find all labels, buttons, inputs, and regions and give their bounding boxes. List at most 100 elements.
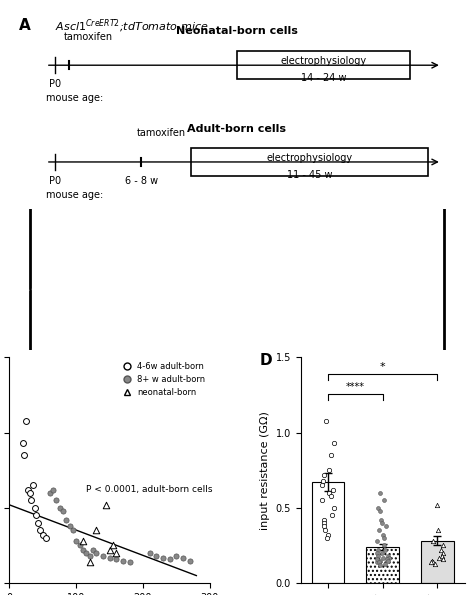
Point	[29, 481, 36, 490]
Point	[59, 506, 67, 516]
Point	[438, 551, 446, 560]
Text: Adult-born cells: Adult-born cells	[188, 124, 286, 134]
Point	[327, 491, 335, 500]
Text: tamoxifen: tamoxifen	[64, 32, 113, 42]
Point	[179, 553, 187, 562]
Text: $Ascl1^{CreERT2}$;$tdTomato$ mice: $Ascl1^{CreERT2}$;$tdTomato$ mice	[55, 18, 209, 35]
Text: gcl: gcl	[32, 221, 46, 231]
Text: tamoxifen: tamoxifen	[137, 129, 186, 138]
Bar	[311, 483, 345, 583]
Legend: 4-6w adult-born, 8+ w adult-born, neonatal-born: 4-6w adult-born, 8+ w adult-born, neonat…	[118, 362, 206, 397]
Text: gcl: gcl	[369, 263, 383, 273]
Point	[435, 553, 442, 562]
Point	[319, 481, 326, 490]
Text: mouse age:: mouse age:	[46, 190, 103, 199]
Point	[53, 496, 60, 505]
Point	[376, 558, 383, 567]
Text: gcl: gcl	[182, 221, 197, 231]
Point	[89, 545, 97, 555]
Point	[428, 556, 436, 565]
Point	[376, 488, 383, 497]
Text: P0: P0	[49, 79, 61, 89]
Point	[330, 503, 338, 513]
Point	[439, 555, 447, 564]
Point	[434, 526, 442, 536]
Point	[379, 553, 386, 562]
Point	[34, 518, 41, 528]
Point	[385, 551, 392, 560]
Point	[146, 548, 154, 558]
Point	[429, 558, 437, 567]
Text: mouse age:: mouse age:	[46, 93, 103, 103]
Point	[437, 545, 445, 555]
Point	[86, 558, 93, 567]
Point	[380, 533, 388, 543]
Point	[22, 416, 30, 425]
Point	[374, 503, 382, 513]
Point	[318, 496, 326, 505]
Text: B: B	[14, 214, 26, 228]
Point	[375, 526, 383, 536]
Point	[27, 496, 35, 505]
Point	[109, 541, 117, 550]
Text: 11 - 45 w: 11 - 45 w	[287, 170, 333, 180]
Point	[73, 536, 80, 546]
Point	[32, 511, 40, 520]
Text: A: A	[18, 18, 30, 33]
Point	[325, 530, 332, 540]
Point	[323, 416, 330, 425]
Point	[26, 488, 33, 497]
Y-axis label: input resistance (GΩ): input resistance (GΩ)	[260, 411, 270, 530]
Point	[153, 551, 160, 560]
Point	[380, 541, 388, 550]
Point	[92, 526, 100, 536]
Point	[431, 559, 439, 568]
Point	[92, 548, 100, 558]
Point	[434, 500, 441, 510]
Point	[159, 553, 167, 562]
Point	[42, 533, 50, 543]
Point	[373, 536, 381, 546]
Text: 14 - 24 w: 14 - 24 w	[301, 73, 346, 83]
Point	[19, 439, 27, 448]
Point	[383, 555, 391, 564]
Point	[166, 555, 173, 564]
Point	[376, 556, 384, 565]
Point	[112, 548, 120, 558]
Point	[99, 551, 107, 560]
Text: 6 - 8 w: 6 - 8 w	[125, 176, 158, 186]
Point	[326, 465, 333, 475]
Point	[376, 560, 384, 570]
Point	[106, 545, 113, 555]
Point	[20, 450, 28, 460]
Text: mol: mol	[337, 249, 355, 259]
Point	[373, 548, 381, 558]
Point	[374, 551, 382, 560]
Text: D: D	[260, 353, 273, 368]
Point	[428, 558, 435, 567]
Text: electrophysiology: electrophysiology	[267, 153, 353, 163]
Point	[320, 518, 328, 528]
Point	[330, 439, 337, 448]
Point	[66, 521, 73, 531]
Point	[376, 506, 383, 516]
Point	[46, 488, 53, 497]
Point	[112, 555, 120, 564]
Bar	[237, 51, 410, 79]
Point	[379, 530, 387, 540]
Point	[328, 511, 336, 520]
Text: hil: hil	[32, 320, 44, 329]
Point	[380, 496, 388, 505]
Text: electrophysiology: electrophysiology	[281, 57, 366, 66]
Point	[79, 536, 87, 546]
Text: CA3: CA3	[410, 287, 429, 297]
Point	[86, 551, 93, 560]
Point	[384, 556, 392, 565]
Point	[374, 545, 382, 555]
Text: ****: ****	[346, 382, 365, 392]
Text: Neonatal-born cells: Neonatal-born cells	[176, 26, 298, 36]
Point	[327, 450, 335, 460]
Point	[439, 548, 447, 558]
Point	[173, 551, 180, 560]
Point	[69, 526, 77, 536]
